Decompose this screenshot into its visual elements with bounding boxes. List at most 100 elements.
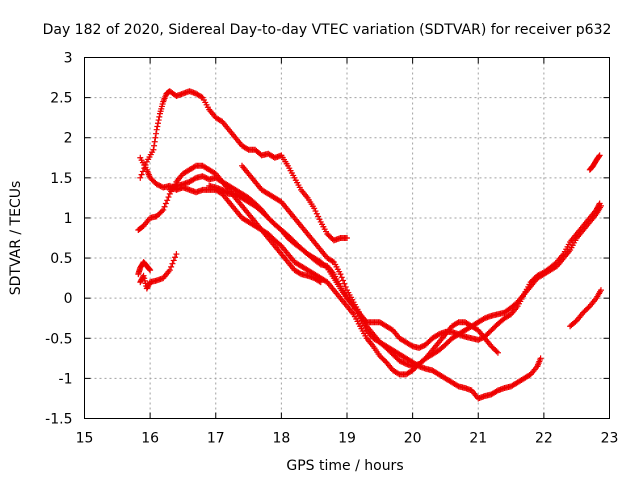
x-tick-label: 20 [404,431,422,447]
data-point [203,175,210,182]
data-point [596,152,603,159]
series-track-9 [586,152,603,173]
x-tick-labels: 15 16 17 18 19 20 21 22 23 [76,431,619,447]
series-track-4 [137,154,604,378]
data-point [312,208,319,215]
y-tick-label: 3 [64,51,73,67]
data-point [596,153,602,160]
data-point [164,197,171,204]
x-tick-label: 15 [76,431,94,447]
data-point [399,359,406,366]
chart-title: Day 182 of 2020, Sidereal Day-to-day VTE… [43,22,612,38]
series-track-10 [135,259,154,278]
data-point [172,254,179,261]
data-point [493,348,500,355]
data-point [420,342,427,349]
y-tick-label: 0 [64,291,73,307]
x-tick-label: 23 [601,431,619,447]
data-point [244,145,251,152]
data-point [191,163,198,170]
data-point [156,182,163,189]
plot-frame [84,57,610,419]
data-point [342,283,349,290]
y-tick-label: 2 [64,131,73,147]
data-point [329,258,336,265]
series-track-6 [206,182,603,351]
data-point [200,173,207,180]
data-point [156,113,163,120]
data-point [277,225,284,232]
data-point [160,206,167,213]
data-point [395,370,402,377]
data-point [198,93,205,100]
data-point [323,263,329,270]
data-point [341,280,348,287]
data-point [153,130,160,137]
data-point [316,216,323,223]
data-point [151,142,158,149]
series-track-7 [239,162,501,370]
y-tick-label: 2.5 [50,91,72,107]
data-point [476,336,483,343]
data-point [596,200,603,207]
series-track-1 [137,251,180,292]
data-point [157,183,164,190]
x-tick-label: 16 [141,431,159,447]
data-point [493,388,500,395]
data-point [277,241,284,248]
data-point [480,316,487,323]
data-point [340,277,347,284]
data-point [382,358,389,365]
data-point [537,355,544,362]
y-tick-label: 1 [64,211,73,227]
y-tick-label: -1.5 [45,412,72,428]
data-point [572,318,579,325]
data-point [155,181,161,188]
data-point [396,357,403,364]
data-point [401,360,408,367]
x-tick-label: 21 [469,431,487,447]
data-point [152,134,159,141]
data-point [161,203,168,210]
data-point [313,210,320,217]
x-tick-label: 17 [207,431,225,447]
data-point [538,270,545,277]
data-point [162,200,169,207]
data-point [408,342,415,349]
data-point [166,267,173,274]
data-point [146,266,153,273]
x-axis-label: GPS time / hours [286,458,403,474]
series-track-3 [137,88,350,244]
y-tick-label: 1.5 [50,171,72,187]
data-point [397,358,404,365]
data-point [315,213,322,220]
data-point [416,344,423,351]
data-point [153,126,160,133]
y-axis-label: SDTVAR / TECUs [8,181,24,296]
x-tick-label: 22 [535,431,553,447]
series-track-2 [135,162,324,286]
data-point [191,175,198,182]
data-point [454,382,461,389]
data-point [173,251,180,258]
data-point [169,260,176,267]
data-point [199,173,206,180]
series-track-5 [166,173,544,402]
data-point [535,272,542,279]
data-point [138,171,145,178]
data-point [418,343,425,350]
data-point [155,120,161,127]
data-point [344,235,350,241]
data-point [311,205,318,212]
data-point [417,344,424,351]
data-point [224,190,231,197]
y-tick-label: -1 [59,371,73,387]
data-point [139,273,146,280]
data-point [170,257,177,264]
data-point [596,201,602,208]
data-point [400,359,407,366]
data-point [494,349,501,356]
data-point [165,194,172,201]
data-point [338,274,345,281]
